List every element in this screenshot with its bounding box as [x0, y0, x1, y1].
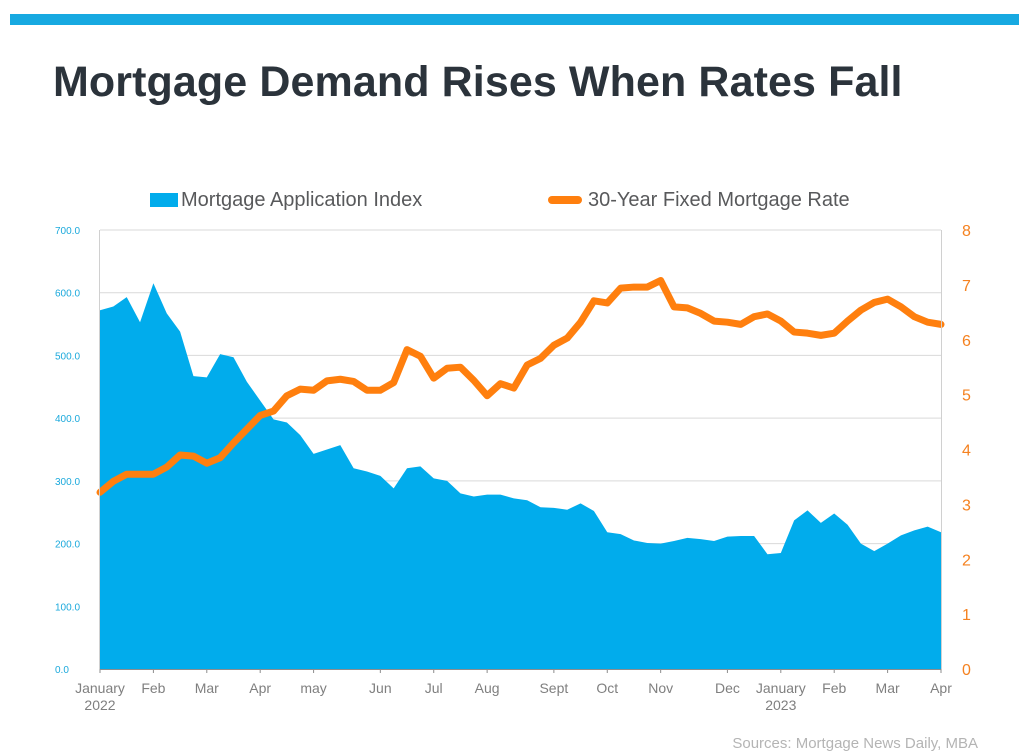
legend-label-mortgage-rate: 30-Year Fixed Mortgage Rate — [588, 188, 850, 211]
x-tick-label: Apr — [930, 680, 952, 696]
chart-title: Mortgage Demand Rises When Rates Fall — [53, 58, 903, 106]
legend-label-application-index: Mortgage Application Index — [181, 188, 423, 211]
source-note: Sources: Mortgage News Daily, MBA — [732, 735, 978, 752]
area-series — [100, 283, 941, 669]
x-tick-label: Dec — [715, 680, 740, 696]
x-tick-label: Nov — [648, 680, 673, 696]
x-tick-year-label: 2023 — [765, 697, 796, 713]
x-tick-label: Feb — [822, 680, 846, 696]
y-right-tick-label: 0 — [962, 662, 971, 679]
x-tick-label: Sept — [539, 680, 568, 696]
x-tick-label: Oct — [596, 680, 618, 696]
y-right-tick-label: 7 — [962, 278, 971, 295]
x-tick-label: Jul — [425, 680, 443, 696]
y-right-tick-label: 2 — [962, 552, 971, 569]
x-tick-year-label: 2022 — [84, 697, 115, 713]
y-left-tick-label: 100.0 — [55, 602, 80, 613]
legend-item-mortgage-rate: 30-Year Fixed Mortgage Rate — [548, 186, 850, 214]
y-right-tick-label: 3 — [962, 497, 971, 514]
y-right-tick-label: 8 — [962, 223, 971, 240]
y-left-tick-label: 700.0 — [55, 226, 80, 237]
y-right-tick-label: 5 — [962, 388, 971, 405]
y-left-tick-label: 0.0 — [55, 665, 69, 676]
application-index-area — [100, 283, 941, 669]
x-tick-label: Apr — [249, 680, 271, 696]
legend-line-swatch — [548, 196, 582, 204]
x-tick-label: Mar — [195, 680, 219, 696]
x-tick-label: may — [300, 680, 326, 696]
axes: 0.0 100.0 200.0 300.0 400.0 500.0 600.0 700.0 0 1… — [55, 223, 971, 713]
y-left-tick-label: 300.0 — [55, 477, 80, 488]
y-left-tick-label: 200.0 — [55, 540, 80, 551]
y-left-tick-label: 500.0 — [55, 351, 80, 362]
y-left-tick-label: 400.0 — [55, 414, 80, 425]
x-tick-label: January — [75, 680, 125, 696]
legend-area-swatch — [150, 193, 178, 207]
legend-item-application-index: Mortgage Application Index — [150, 186, 422, 214]
x-tick-label: Aug — [475, 680, 500, 696]
x-tick-label: Mar — [876, 680, 900, 696]
top-accent-bar — [10, 14, 1019, 25]
y-right-tick-label: 6 — [962, 333, 971, 350]
x-tick-label: Feb — [141, 680, 165, 696]
y-right-tick-label: 1 — [962, 607, 971, 624]
y-right-tick-label: 4 — [962, 443, 971, 460]
line-series — [96, 276, 945, 496]
mortgage-rate-line — [96, 276, 945, 496]
y-left-tick-label: 600.0 — [55, 289, 80, 300]
x-tick-label: Jun — [369, 680, 392, 696]
x-tick-label: January — [756, 680, 806, 696]
